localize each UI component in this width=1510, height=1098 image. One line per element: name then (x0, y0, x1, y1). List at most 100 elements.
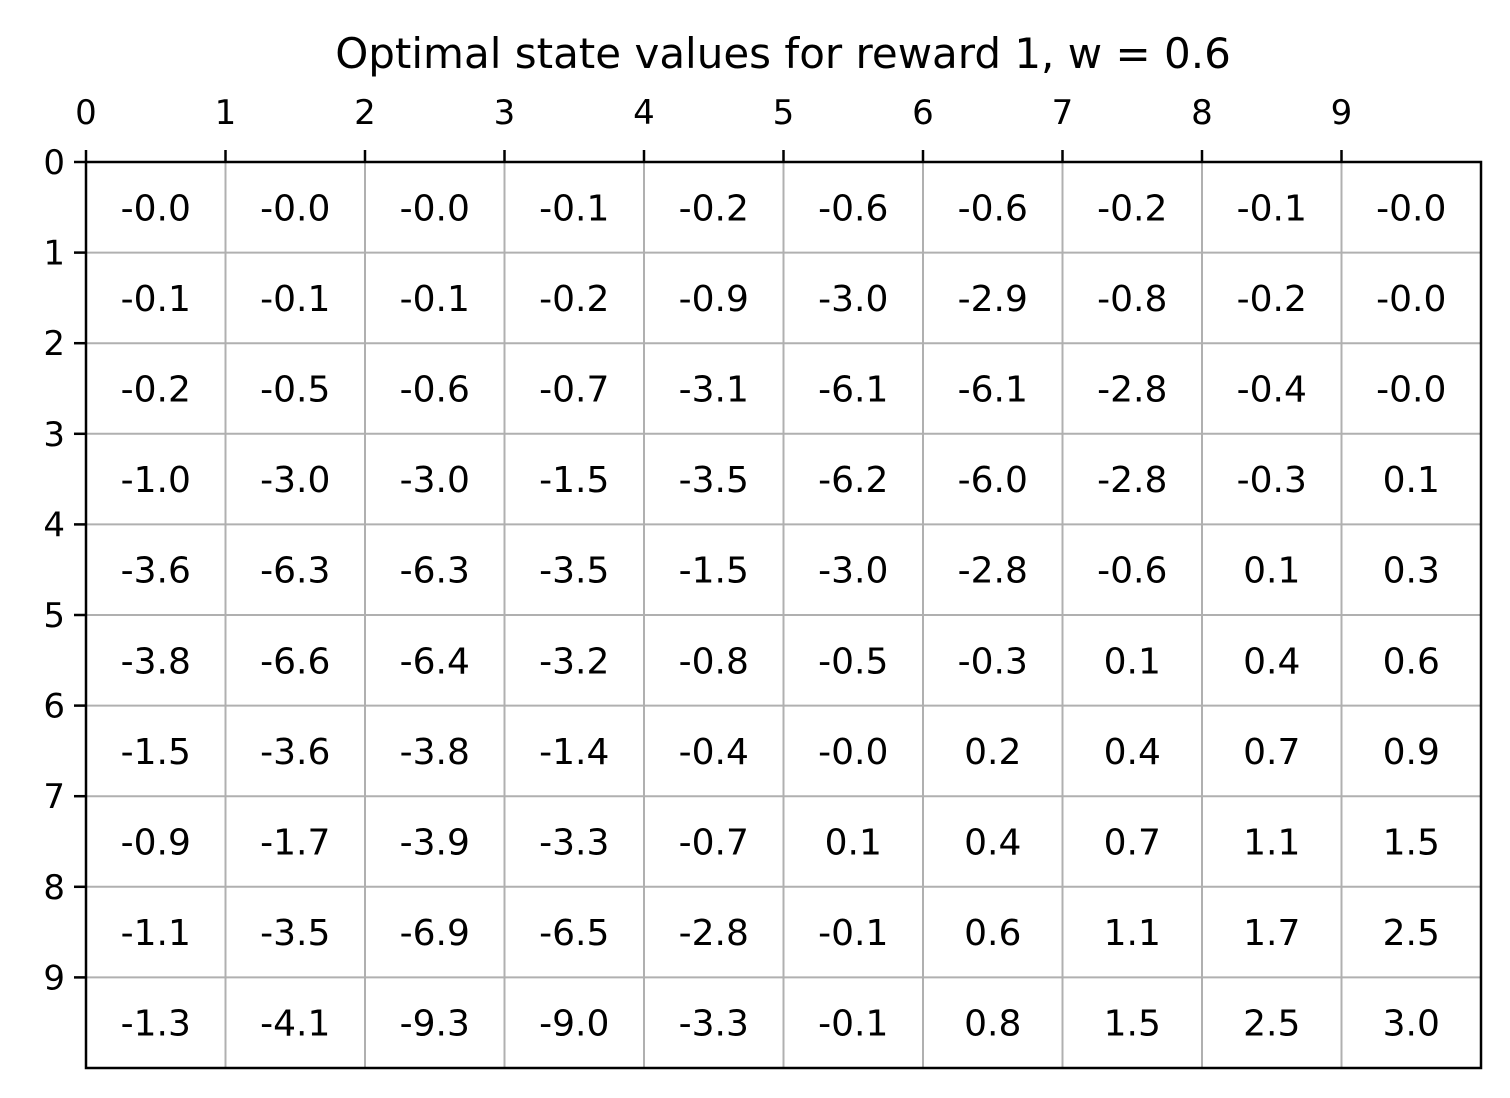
value-cell: -0.1 (818, 913, 888, 954)
value-cell: -3.3 (539, 823, 609, 864)
value-cell: -3.0 (818, 279, 888, 320)
value-cell: -6.0 (958, 460, 1028, 501)
value-cell: -0.2 (679, 188, 749, 229)
x-tick-label: 3 (494, 93, 516, 133)
value-cell: 3.0 (1383, 1004, 1440, 1045)
value-cell: -0.0 (1376, 370, 1446, 411)
y-tick-label: 7 (43, 777, 65, 817)
value-cell: 2.5 (1243, 1004, 1300, 1045)
value-cell: 0.8 (964, 1004, 1021, 1045)
y-tick-label: 9 (43, 958, 65, 998)
value-cell: -3.5 (539, 551, 609, 592)
value-cell: 1.7 (1243, 913, 1300, 954)
y-tick-label: 6 (43, 687, 65, 727)
value-cell: -3.5 (679, 460, 749, 501)
value-cell: -6.1 (818, 370, 888, 411)
value-cell: -0.8 (679, 641, 749, 682)
value-cell: -2.8 (1097, 370, 1167, 411)
value-cell: 1.1 (1104, 913, 1161, 954)
value-cell: -3.0 (400, 460, 470, 501)
value-cell: -0.2 (1237, 279, 1307, 320)
value-cell: -9.0 (539, 1004, 609, 1045)
value-cell: -6.6 (260, 641, 330, 682)
value-cell: -3.8 (121, 641, 191, 682)
y-tick-label: 8 (43, 868, 65, 908)
x-tick-label: 6 (912, 93, 934, 133)
value-cell: -1.5 (121, 732, 191, 773)
value-cell: 0.4 (1104, 732, 1161, 773)
value-cell: 0.1 (825, 823, 882, 864)
value-cell: -0.5 (260, 370, 330, 411)
x-tick-label: 4 (633, 93, 655, 133)
value-cell: -0.0 (1376, 188, 1446, 229)
value-cell: -0.6 (400, 370, 470, 411)
value-cell: -3.1 (679, 370, 749, 411)
value-cell: 1.5 (1383, 823, 1440, 864)
value-cell: -0.1 (1237, 188, 1307, 229)
value-cell: -0.1 (818, 1004, 888, 1045)
value-cell: 0.1 (1104, 641, 1161, 682)
value-cell: -1.1 (121, 913, 191, 954)
value-cell: -3.8 (400, 732, 470, 773)
value-cell: -0.2 (539, 279, 609, 320)
value-cell: -0.7 (679, 823, 749, 864)
value-cell: -0.2 (121, 370, 191, 411)
value-cell: -4.1 (260, 1004, 330, 1045)
value-cell: -6.9 (400, 913, 470, 954)
value-cell: 0.6 (964, 913, 1021, 954)
value-cell: 0.7 (1104, 823, 1161, 864)
value-cell: -6.2 (818, 460, 888, 501)
value-cell: -1.5 (679, 551, 749, 592)
value-cell: -0.6 (958, 188, 1028, 229)
x-tick-label: 0 (75, 93, 97, 133)
value-cell: -9.3 (400, 1004, 470, 1045)
chart-title: Optimal state values for reward 1, w = 0… (335, 29, 1231, 78)
value-cell: -0.5 (818, 641, 888, 682)
value-cell: -3.6 (121, 551, 191, 592)
value-cell: 0.6 (1383, 641, 1440, 682)
grid-lines (86, 162, 1481, 1068)
value-cell: -0.0 (818, 732, 888, 773)
value-cell: 1.1 (1243, 823, 1300, 864)
value-cell: -0.0 (1376, 279, 1446, 320)
value-cell: -0.7 (539, 370, 609, 411)
value-cell: -2.9 (958, 279, 1028, 320)
x-tick-label: 5 (773, 93, 795, 133)
value-cell: 0.1 (1383, 460, 1440, 501)
y-tick-label: 5 (43, 596, 65, 636)
value-cell: -0.9 (679, 279, 749, 320)
value-cell: -0.4 (679, 732, 749, 773)
plot-frame (84, 160, 1483, 1070)
value-cell: -2.8 (679, 913, 749, 954)
value-cell: -1.0 (121, 460, 191, 501)
value-cell: 2.5 (1383, 913, 1440, 954)
value-cell: -2.8 (1097, 460, 1167, 501)
value-cell: 0.4 (1243, 641, 1300, 682)
value-cell: -6.1 (958, 370, 1028, 411)
value-cell: -3.5 (260, 913, 330, 954)
value-cell: -2.8 (958, 551, 1028, 592)
value-cell: -3.0 (260, 460, 330, 501)
y-tick-label: 0 (43, 143, 65, 183)
value-cells: -0.0 -0.0 -0.0 -0.1 -0.2 -0.6 -0.6 -0.2 -0.1 -0.0… (121, 188, 1447, 1044)
value-cell: 0.2 (964, 732, 1021, 773)
value-cell: -0.2 (1097, 188, 1167, 229)
value-cell: -0.8 (1097, 279, 1167, 320)
value-cell: -6.4 (400, 641, 470, 682)
value-cell: -6.5 (539, 913, 609, 954)
y-tick-label: 3 (43, 415, 65, 455)
value-cell: -1.4 (539, 732, 609, 773)
value-cell: -0.3 (958, 641, 1028, 682)
value-cell: -3.6 (260, 732, 330, 773)
value-cell: -1.7 (260, 823, 330, 864)
x-tick-label: 7 (1052, 93, 1074, 133)
value-cell: -0.4 (1237, 370, 1307, 411)
value-cell: 0.7 (1243, 732, 1300, 773)
value-cell: 0.9 (1383, 732, 1440, 773)
value-cell: -0.0 (260, 188, 330, 229)
value-cell: -3.0 (818, 551, 888, 592)
value-cell: -3.3 (679, 1004, 749, 1045)
value-cell: -0.1 (260, 279, 330, 320)
value-cell: 0.1 (1243, 551, 1300, 592)
